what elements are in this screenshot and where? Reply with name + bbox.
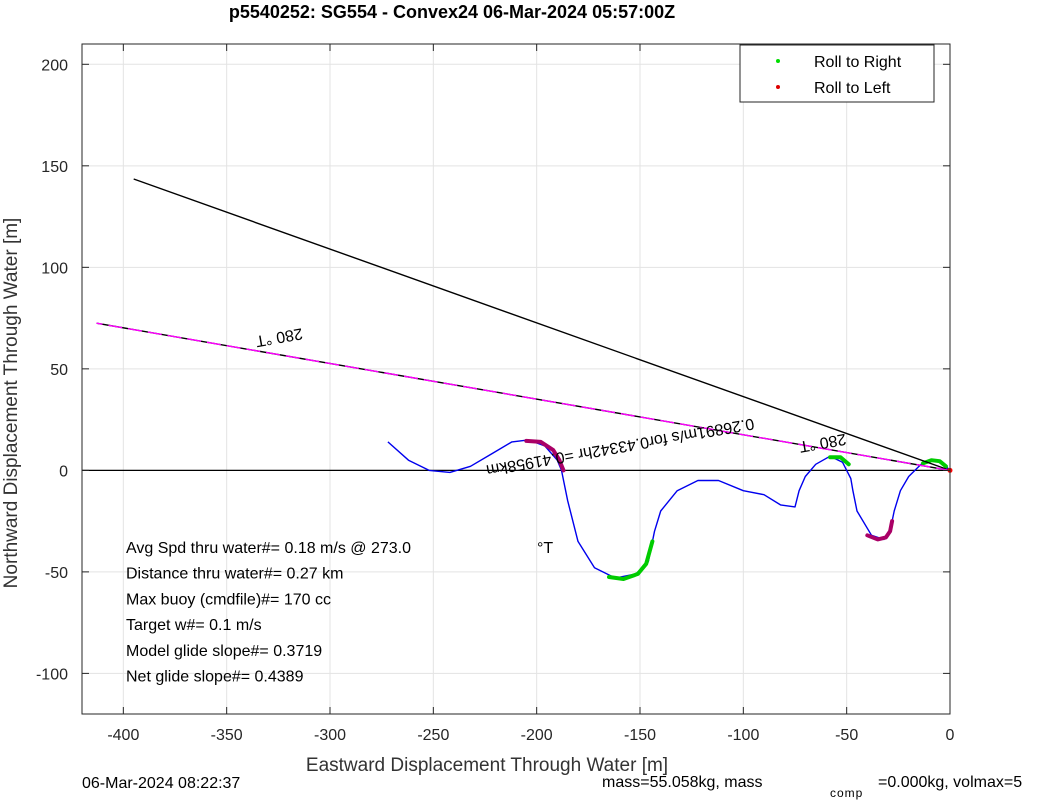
x-tick-label: -350 (211, 727, 243, 744)
y-tick-label: -100 (36, 666, 68, 683)
chart-title: p5540252: SG554 - Convex24 06-Mar-2024 0… (229, 2, 675, 22)
y-tick-label: -50 (45, 565, 68, 582)
legend-box (739, 44, 935, 103)
stats-unit: °T (537, 540, 553, 557)
y-axis-label: Northward Displacement Through Water [m] (1, 218, 22, 589)
axes-box (81, 43, 951, 715)
footer-mass-suffix: =0.000kg, volmax=5 (878, 774, 1022, 791)
stat-line: Model glide slope#= 0.3719 (126, 643, 322, 660)
stat-line: Target w#= 0.1 m/s (126, 617, 262, 634)
stat-line: Max buoy (cmdfile)#= 170 cc (126, 591, 331, 608)
x-tick-label: -200 (521, 727, 553, 744)
legend-label-roll-right: Roll to Right (814, 54, 902, 71)
rotated-annotation: 0.26891m/s for0.43342hr =0.41958km (485, 414, 756, 478)
footer-mass-subscript: comp (830, 786, 863, 800)
y-tick-label: 200 (41, 57, 68, 74)
rotated-annotation: 280 °T (254, 324, 304, 349)
grid (82, 44, 951, 714)
x-tick-label: -300 (314, 727, 346, 744)
y-tick-label: 50 (50, 362, 68, 379)
legend-marker-roll-right (776, 59, 780, 63)
roll-right-segment (828, 455, 851, 467)
plot-area (82, 178, 953, 581)
stats-block: Avg Spd thru water#= 0.18 m/s @ 273.0 Dis… (126, 540, 411, 686)
x-tick-label: -150 (624, 727, 656, 744)
x-tick-label: -100 (727, 727, 759, 744)
roll-left-segment (524, 438, 566, 473)
current-line (96, 322, 951, 472)
roll-left-segment (865, 519, 895, 542)
roll-right-segment (607, 539, 655, 581)
footer-timestamp: 06-Mar-2024 08:22:37 (82, 775, 240, 792)
x-tick-label: -400 (107, 727, 139, 744)
legend-label-roll-left: Roll to Left (814, 80, 891, 97)
glide-track-line (387, 439, 951, 579)
stat-line: Distance thru water#= 0.27 km (126, 566, 343, 583)
x-tick-label: -250 (417, 727, 449, 744)
stat-line: Avg Spd thru water#= 0.18 m/s @ 273.0 (126, 540, 411, 557)
y-tick-label: 150 (41, 159, 68, 176)
x-axis-label: Eastward Displacement Through Water [m] (306, 755, 668, 776)
footer-mass: mass=55.058kg, mass (602, 774, 763, 791)
y-tick-label: 100 (41, 260, 68, 277)
x-ticks: -400 -350 -300 -250 -200 -150 -100 -50 0 (107, 44, 955, 744)
legend: Roll to Right Roll to Left (739, 44, 935, 103)
heading-line (133, 178, 951, 472)
x-tick-label: 0 (946, 727, 955, 744)
legend-marker-roll-left (776, 85, 780, 89)
y-ticks: -100 -50 0 50 100 150 200 (36, 57, 950, 683)
y-tick-label: 0 (59, 463, 68, 480)
stat-line: Net glide slope#= 0.4389 (126, 669, 304, 686)
x-tick-label: -50 (835, 727, 858, 744)
